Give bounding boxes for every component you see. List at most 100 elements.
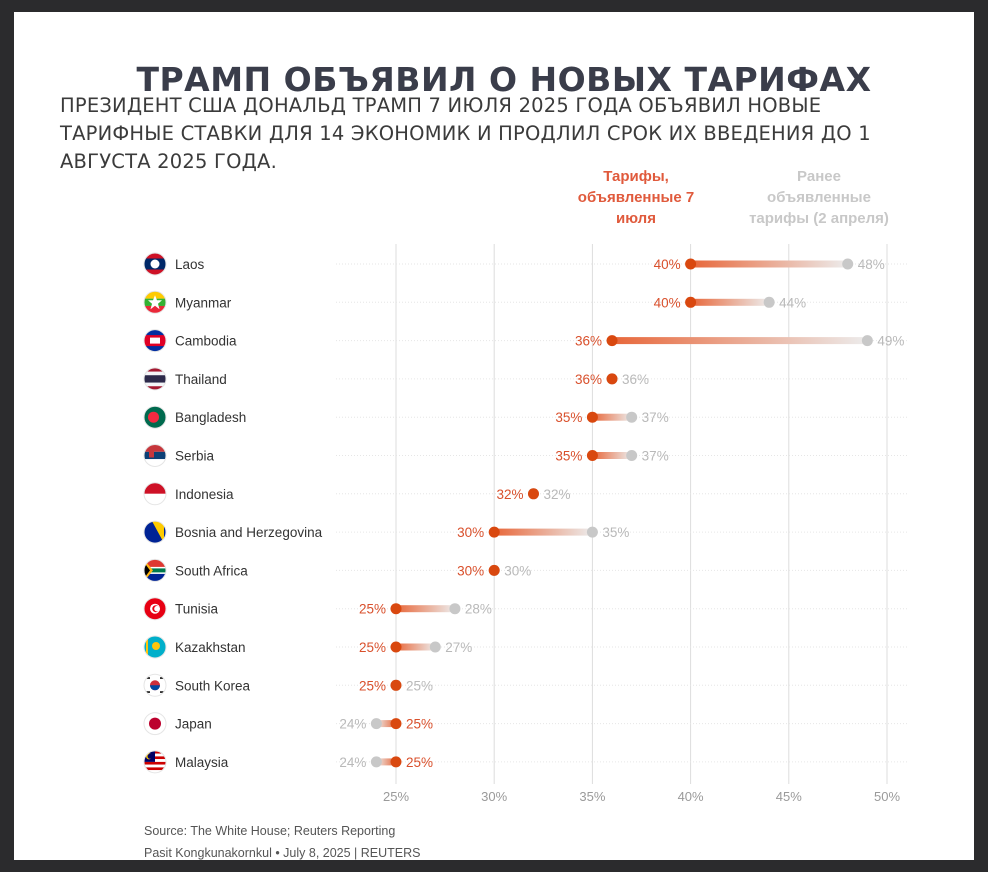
connector-bar	[376, 758, 396, 766]
flag-ring	[143, 520, 167, 544]
country-label: Bosnia and Herzegovina	[175, 525, 323, 540]
new-tariff-dot	[390, 679, 402, 691]
malaysia-flag-icon	[144, 750, 166, 773]
country-label: Thailand	[175, 372, 227, 387]
previous-tariff-label: 25%	[406, 678, 433, 693]
flag-ring	[143, 329, 167, 353]
flag-ring	[143, 597, 167, 621]
x-tick-label: 45%	[776, 789, 802, 804]
new-tariff-dot	[390, 641, 402, 653]
south-korea-flag-icon	[144, 674, 166, 697]
previous-tariff-label: 24%	[339, 717, 366, 732]
previous-tariff-label: 32%	[543, 487, 570, 502]
previous-tariff-label: 27%	[445, 640, 472, 655]
previous-tariff-label: 48%	[858, 257, 885, 272]
new-tariff-label: 40%	[654, 295, 681, 310]
legend-new-tariffs: Тарифы, объявленные 7 июля	[577, 168, 695, 227]
country-label: Bangladesh	[175, 410, 246, 425]
country-label: Kazakhstan	[175, 640, 246, 655]
x-tick-label: 35%	[579, 789, 605, 804]
new-tariff-label: 40%	[654, 257, 681, 272]
new-tariff-label: 32%	[496, 487, 523, 502]
indonesia-flag-icon	[144, 482, 166, 505]
new-tariff-dot	[685, 296, 697, 308]
laos-flag-icon	[144, 253, 166, 275]
previous-tariff-dot	[861, 335, 873, 347]
connector-bar	[690, 298, 770, 306]
myanmar-flag-icon	[144, 291, 166, 314]
new-tariff-label: 30%	[457, 563, 484, 578]
source-note: Source: The White House; Reuters Reporti…	[144, 824, 396, 838]
previous-tariff-dot	[449, 603, 461, 615]
previous-tariff-dot	[763, 296, 775, 308]
previous-tariff-label: 28%	[465, 602, 492, 617]
x-tick-label: 50%	[874, 789, 900, 804]
flag-ring	[143, 444, 167, 467]
flag-ring	[143, 405, 167, 429]
country-label: Malaysia	[175, 755, 229, 770]
previous-tariff-label: 24%	[339, 755, 366, 770]
new-tariff-dot	[606, 373, 618, 385]
flag-ring	[143, 290, 167, 314]
previous-tariff-dot	[429, 641, 441, 653]
legend-previous-tariffs: Ранее объявленные тарифы (2 апреля)	[749, 168, 889, 227]
page-subtitle: ПРЕЗИДЕНТ США ДОНАЛЬД ТРАМП 7 ИЮЛЯ 2025 …	[60, 94, 871, 173]
country-label: Myanmar	[175, 295, 232, 310]
x-tick-label: 40%	[678, 789, 704, 804]
connector-bar	[494, 528, 593, 536]
previous-tariff-dot	[626, 450, 638, 461]
country-label: Japan	[175, 717, 212, 732]
country-label: Serbia	[175, 449, 215, 464]
new-tariff-dot	[685, 258, 697, 270]
new-tariff-dot	[390, 718, 402, 730]
page-title: ТРАМП ОБЪЯВИЛ О НОВЫХ ТАРИФАХ	[136, 60, 872, 99]
previous-tariff-dot	[370, 756, 382, 768]
bangladesh-flag-icon	[144, 406, 166, 429]
new-tariff-label: 30%	[457, 525, 484, 540]
flag-ring	[143, 252, 167, 276]
connector-bar	[592, 452, 632, 459]
previous-tariff-dot	[842, 258, 854, 270]
south-africa-flag-icon	[144, 559, 166, 582]
flag-ring	[143, 482, 167, 506]
tunisia-flag-icon	[144, 597, 166, 620]
country-label: South Korea	[175, 678, 251, 693]
previous-tariff-dot	[586, 526, 598, 538]
new-tariff-label: 36%	[575, 372, 602, 387]
flag-ring	[143, 712, 167, 736]
cambodia-flag-icon	[144, 329, 166, 352]
x-tick-label: 30%	[481, 789, 507, 804]
previous-tariff-label: 37%	[642, 410, 669, 425]
previous-tariff-label: 49%	[877, 334, 904, 349]
country-label: Tunisia	[175, 602, 219, 617]
x-tick-label: 25%	[383, 789, 409, 804]
infographic-card: ТРАМП ОБЪЯВИЛ О НОВЫХ ТАРИФАХ ПРЕЗИДЕНТ …	[14, 12, 974, 860]
previous-tariff-label: 36%	[622, 372, 649, 387]
japan-flag-icon	[144, 712, 166, 735]
previous-tariff-label: 30%	[504, 563, 531, 578]
connector-bar	[376, 720, 396, 728]
new-tariff-label: 36%	[575, 334, 602, 349]
new-tariff-label: 25%	[406, 755, 433, 770]
new-tariff-dot	[390, 756, 402, 768]
country-label: Cambodia	[175, 334, 237, 349]
tariff-dumbbell-chart: 25% 30% 35% 40% 45% 50% Laos 40% 48% Myanmar 40% 44…	[143, 244, 907, 804]
new-tariff-label: 25%	[406, 717, 433, 732]
new-tariff-dot	[586, 411, 598, 423]
country-label: Laos	[175, 257, 205, 272]
new-tariff-dot	[527, 488, 539, 500]
new-tariff-dot	[488, 526, 500, 538]
connector-bar	[612, 337, 868, 345]
flag-ring	[143, 673, 167, 697]
country-label: Indonesia	[175, 487, 234, 502]
new-tariff-dot	[606, 335, 618, 347]
previous-tariff-label: 37%	[642, 449, 669, 464]
previous-tariff-label: 35%	[602, 525, 629, 540]
serbia-flag-icon	[144, 444, 166, 467]
new-tariff-label: 25%	[359, 602, 386, 617]
country-label: South Africa	[175, 563, 248, 578]
previous-tariff-dot	[370, 718, 382, 730]
thailand-flag-icon	[144, 367, 166, 390]
new-tariff-label: 35%	[555, 449, 582, 464]
connector-bar	[396, 643, 436, 651]
